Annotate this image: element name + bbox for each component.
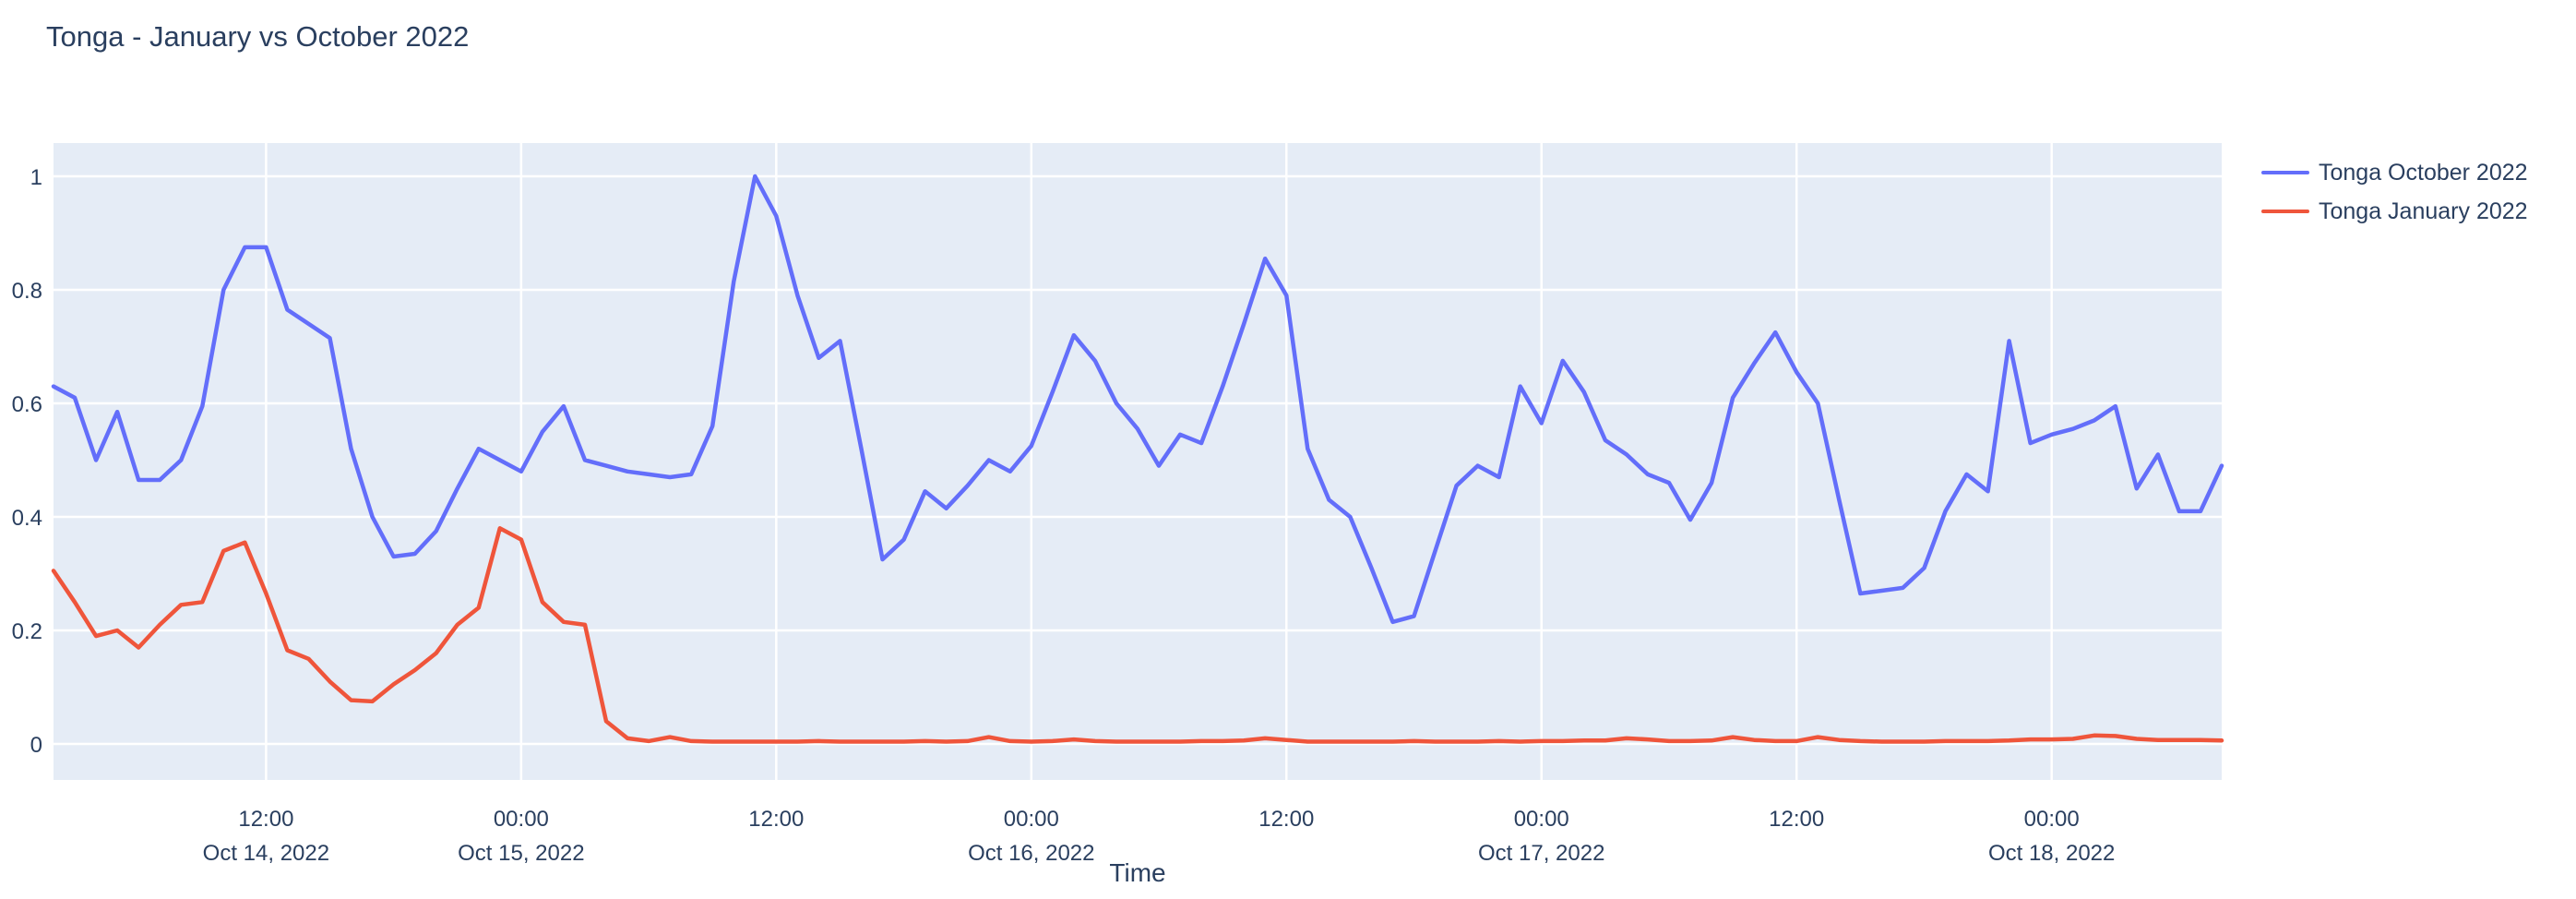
y-tick-label: 1 — [30, 165, 42, 190]
x-tick-time-label: 12:00 — [748, 807, 804, 832]
y-axis-tick-labels: 0 0.2 0.4 0.6 0.8 1 — [12, 165, 42, 758]
gridlines — [54, 143, 2222, 780]
series-line-january — [51, 526, 2224, 744]
x-tick-time-label: 12:00 — [1769, 807, 1824, 832]
x-axis-tick-labels: 12:00 Oct 14, 2022 00:00 Oct 15, 2022 12:00 0… — [203, 807, 2116, 866]
plot-area[interactable] — [54, 143, 2222, 780]
legend-line-swatch-january — [2261, 210, 2309, 213]
series-line-october — [51, 174, 2224, 625]
y-tick-label: 0.8 — [12, 279, 42, 304]
x-tick-date-label: Oct 16, 2022 — [968, 841, 1094, 866]
x-axis-title: Time — [1109, 858, 1166, 887]
legend-line-swatch-october — [2261, 171, 2309, 174]
legend-item-tonga-october-2022[interactable]: Tonga October 2022 — [2261, 153, 2528, 192]
x-tick-date-label: Oct 18, 2022 — [1988, 841, 2115, 866]
legend-label: Tonga October 2022 — [2319, 159, 2528, 186]
x-tick-date-label: Oct 17, 2022 — [1478, 841, 1604, 866]
chart-title: Tonga - January vs October 2022 — [46, 20, 470, 53]
x-tick-date-label: Oct 14, 2022 — [203, 841, 329, 866]
legend: Tonga October 2022 Tonga January 2022 — [2261, 153, 2528, 231]
x-tick-date-label: Oct 15, 2022 — [458, 841, 584, 866]
legend-label: Tonga January 2022 — [2319, 198, 2528, 224]
x-tick-time-label: 12:00 — [1258, 807, 1314, 832]
x-tick-time-label: 00:00 — [1004, 807, 1059, 832]
legend-item-tonga-january-2022[interactable]: Tonga January 2022 — [2261, 192, 2528, 231]
x-tick-time-label: 12:00 — [238, 807, 293, 832]
y-tick-label: 0.4 — [12, 506, 42, 531]
x-tick-time-label: 00:00 — [1514, 807, 1569, 832]
y-tick-label: 0.6 — [12, 392, 42, 417]
x-tick-time-label: 00:00 — [2024, 807, 2080, 832]
y-tick-label: 0.2 — [12, 619, 42, 644]
x-tick-time-label: 00:00 — [494, 807, 549, 832]
y-tick-label: 0 — [30, 733, 42, 758]
